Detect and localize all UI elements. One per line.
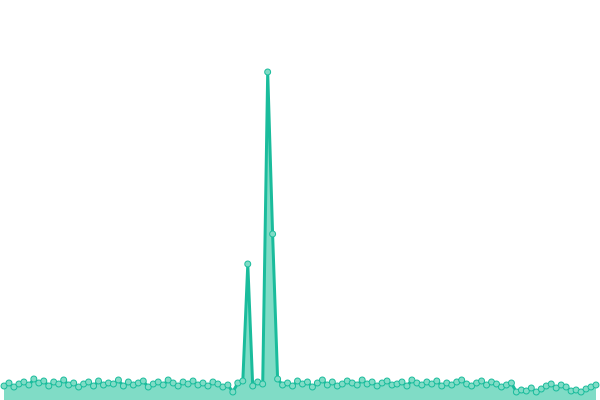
point — [428, 380, 436, 388]
point — [458, 376, 466, 384]
point — [169, 379, 177, 387]
point — [577, 388, 585, 396]
point — [418, 381, 426, 389]
point — [308, 383, 316, 391]
point — [10, 383, 18, 391]
point — [532, 388, 540, 396]
point — [139, 377, 147, 385]
point — [433, 377, 441, 385]
point — [154, 378, 162, 386]
point — [204, 382, 212, 390]
point — [30, 375, 38, 383]
point — [368, 378, 376, 386]
point — [562, 383, 570, 391]
point — [313, 379, 321, 387]
point — [70, 379, 78, 387]
point — [318, 376, 326, 384]
area-fill — [4, 72, 596, 400]
point — [55, 380, 63, 388]
point — [0, 382, 8, 390]
point — [284, 379, 292, 387]
point — [483, 381, 491, 389]
point — [383, 377, 391, 385]
point — [493, 380, 501, 388]
point — [164, 376, 172, 384]
point — [274, 375, 282, 383]
line — [3, 70, 597, 394]
point — [552, 384, 560, 392]
point — [527, 384, 535, 392]
point — [25, 381, 33, 389]
point — [328, 378, 336, 386]
point — [20, 378, 28, 386]
point — [239, 377, 247, 385]
point — [199, 379, 207, 387]
point — [294, 377, 302, 385]
point — [547, 380, 555, 388]
point — [224, 381, 232, 389]
point — [119, 382, 127, 390]
point — [214, 380, 222, 388]
point — [478, 377, 486, 385]
point — [438, 382, 446, 390]
point — [114, 376, 122, 384]
point — [373, 382, 381, 390]
point — [358, 376, 366, 384]
point — [269, 230, 277, 238]
point — [174, 382, 182, 390]
point — [249, 382, 257, 390]
point — [229, 388, 237, 396]
point — [468, 382, 476, 390]
point — [398, 378, 406, 386]
point — [95, 377, 103, 385]
point — [537, 385, 545, 393]
point — [75, 383, 83, 391]
point — [40, 377, 48, 385]
point — [45, 382, 53, 390]
point — [159, 381, 167, 389]
point — [289, 382, 297, 390]
point — [353, 381, 361, 389]
point — [403, 382, 411, 390]
point — [303, 378, 311, 386]
point — [592, 381, 600, 389]
point — [109, 380, 117, 388]
point — [448, 381, 456, 389]
point — [323, 381, 331, 389]
point — [244, 260, 252, 268]
point — [60, 376, 68, 384]
point — [507, 379, 515, 387]
point — [259, 380, 267, 388]
point — [5, 379, 13, 387]
point — [264, 68, 272, 76]
point — [184, 380, 192, 388]
point — [189, 377, 197, 385]
point — [408, 376, 416, 384]
point — [338, 380, 346, 388]
point — [85, 378, 93, 386]
point — [522, 387, 530, 395]
point — [90, 382, 98, 390]
point — [144, 383, 152, 391]
point — [124, 378, 132, 386]
